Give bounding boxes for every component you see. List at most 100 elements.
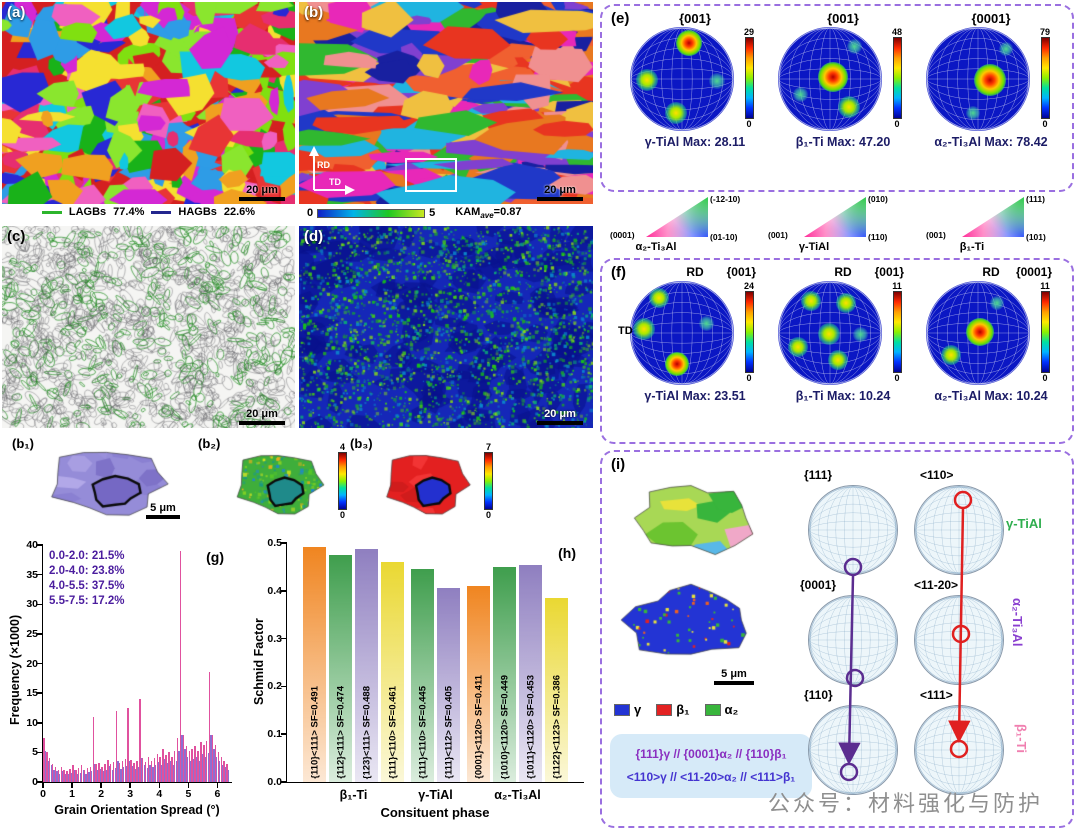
histogram-bar <box>129 761 131 782</box>
histogram-bar <box>126 766 128 782</box>
histogram-bar <box>171 757 173 782</box>
panel-c: (c) 20 μm <box>2 226 295 428</box>
colorbar-max: 11 <box>1040 281 1050 291</box>
schmid-bar-label: {123}<111> SF=0.488 <box>361 685 372 779</box>
pole-figure-plot <box>630 281 734 385</box>
histogram-bar <box>188 751 190 782</box>
histogram-bar <box>131 766 134 782</box>
pf-colorbar: 79 0 <box>1034 27 1056 131</box>
h-ytick: 0.5 <box>267 537 282 549</box>
intensity-spot <box>965 318 994 347</box>
kam-max: 5 <box>429 207 436 220</box>
panel-b-scalebar: 20 μm <box>537 184 583 201</box>
pf-caption: α₂-Ti₃Al Max: 78.42 <box>934 135 1048 149</box>
g-ytickmark <box>37 662 43 665</box>
kam-map-d <box>299 226 593 428</box>
histogram-bar <box>193 758 195 782</box>
band-contrast-map-c <box>2 226 295 428</box>
gos-map-b3 <box>374 444 478 526</box>
rd-label: RD <box>982 265 1000 279</box>
lagbs-label: LAGBs <box>68 206 107 218</box>
kam-legend: 0 5 KAMave=0.87 <box>299 206 593 220</box>
histogram-bar <box>91 771 93 782</box>
ipf-color-keys: (0001) (-12-10) (01-10) α₂-Ti₃Al (001) (… <box>600 194 1074 256</box>
histogram-bar <box>168 752 170 782</box>
phase-group-label: β₁-Ti <box>339 788 368 802</box>
histogram-bar <box>144 761 147 782</box>
g-ytickmark <box>37 573 43 576</box>
schmid-bar-label: {110}<111> SF=0.491 <box>309 686 320 779</box>
pf-caption: α₂-Ti₃Al Max: 10.24 <box>934 389 1048 403</box>
scalebar-text: 20 μm <box>544 184 576 196</box>
intensity-spot <box>709 72 726 89</box>
intensity-spot <box>636 68 659 91</box>
pf-title: {001} <box>726 265 756 279</box>
g-xtickmark <box>71 782 73 788</box>
schmid-bar: {123}<111> SF=0.488 <box>355 548 378 782</box>
inset-b3-label: (b₃) <box>350 436 373 451</box>
h-ytickmark <box>281 590 287 592</box>
h-ytickmark <box>281 637 287 640</box>
histogram-bar <box>150 760 153 782</box>
colorbar-min: 0 <box>746 119 752 129</box>
histogram-bar <box>66 771 68 782</box>
histogram-bar <box>187 757 189 782</box>
hagbs-swatch <box>151 210 172 214</box>
histogram-bar <box>159 757 161 782</box>
inset-b1-label: (b₁) <box>12 436 34 451</box>
histogram-bar <box>73 770 75 782</box>
pf-title: {001} <box>874 265 904 279</box>
histogram-bar <box>111 769 113 782</box>
kam-colorbar <box>317 208 426 218</box>
panel-b-label: (b) <box>304 4 324 21</box>
colorbar-min: 0 <box>746 373 752 383</box>
beta-swatch <box>656 703 673 716</box>
g-ytick: 20 <box>26 657 38 670</box>
histogram-bar <box>142 758 144 782</box>
phase-group-label: α₂-Ti₃Al <box>494 788 541 802</box>
pf-caption: γ-TiAl Max: 23.51 <box>644 389 746 403</box>
kam-map-b2 <box>224 444 332 526</box>
pole-figure-beta: {001} 48 0 β₁-Ti Max: 47.20 <box>770 11 916 149</box>
hagbs-label: HAGBs <box>178 206 217 218</box>
schmid-bar: {0001}<1120> SF=0.411 <box>467 585 490 782</box>
histogram-bar <box>166 763 169 782</box>
schmid-bar-label: {111}<112> SF=0.405 <box>443 686 454 779</box>
pf-caption: γ-TiAl Max: 28.11 <box>644 135 746 149</box>
g-annotation: 2.0-4.0: 23.8% <box>49 565 125 577</box>
h-ytickmark <box>281 733 287 735</box>
histogram-bar <box>57 770 60 782</box>
rd-label: RD <box>686 265 704 279</box>
histogram-bar <box>78 768 80 782</box>
pole-figure-row: RD {001} TD 24 0 γ- <box>602 260 1072 403</box>
histogram-bar <box>156 753 158 782</box>
pf-label: {0001} <box>800 578 837 592</box>
histogram-bar <box>43 737 45 782</box>
stereographic-grid <box>915 596 1003 684</box>
intensity-spot <box>817 322 840 345</box>
phase-label-gamma: γ-TiAl <box>1006 516 1042 531</box>
key-corner: (101) <box>1026 232 1046 242</box>
histogram-bar <box>44 750 46 782</box>
h-xlabel: Consituent phase <box>380 805 490 820</box>
rd-td-axes: RD TD <box>309 146 355 195</box>
g-ytick: 25 <box>26 627 38 640</box>
histogram-bar <box>195 757 198 782</box>
td-label: TD <box>618 324 633 337</box>
panel-e-label: (e) <box>611 10 630 27</box>
histogram-bar <box>59 773 61 782</box>
intensity-spot <box>800 291 821 312</box>
pole-figure-plot <box>926 281 1030 385</box>
histogram-bar <box>107 759 109 782</box>
chart-grain-orientation-spread: Frequency (×1000) 0.0-2.0: 21.5% 2.0-4.0… <box>4 533 242 828</box>
histogram-bar <box>198 760 201 782</box>
histogram-bar <box>68 774 70 782</box>
g-xtick: 0 <box>40 788 46 800</box>
pf-title: {001} <box>827 11 859 26</box>
pf-label: {110} <box>804 688 833 702</box>
scalebar-text: 20 μm <box>246 408 278 420</box>
intensity-spot <box>675 30 702 57</box>
stereographic-grid <box>915 486 1003 574</box>
pf-title: {001} <box>679 11 711 26</box>
g-xtick: 2 <box>98 788 105 800</box>
